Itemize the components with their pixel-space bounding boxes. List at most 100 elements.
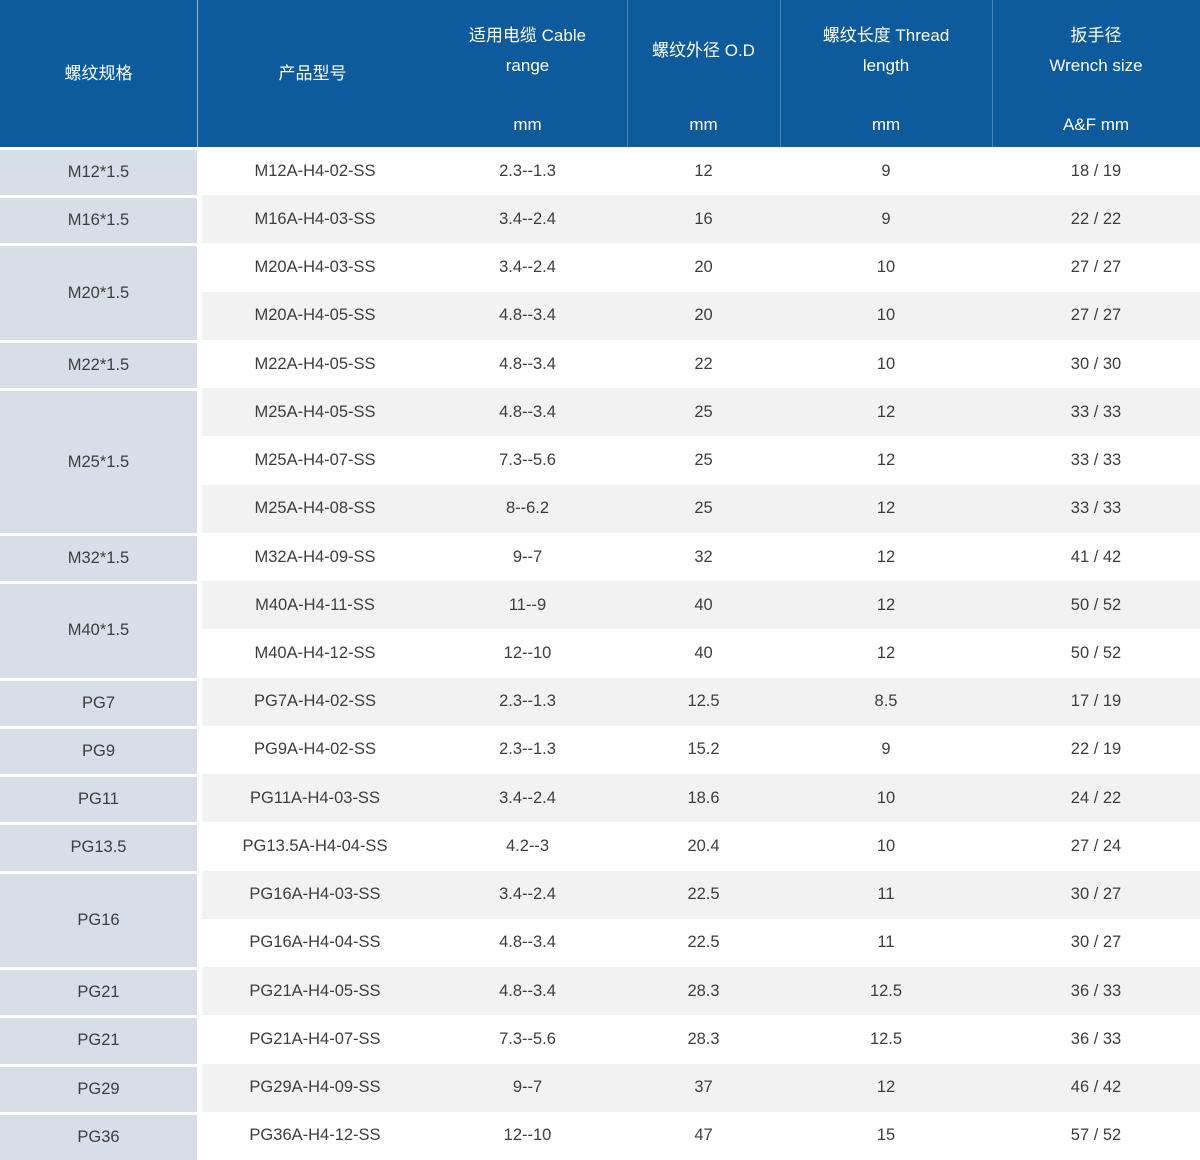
model-cell: PG21A-H4-05-SS xyxy=(249,981,381,1000)
header-label: 适用电缆 Cable range xyxy=(469,0,586,102)
wrench-size-cell: 18 / 19 xyxy=(1070,161,1122,180)
model-cell: M25A-H4-05-SS xyxy=(254,402,376,421)
outer-diameter-cell: 18.6 xyxy=(687,788,720,807)
thread-length-cell: 12.5 xyxy=(869,981,903,1000)
outer-diameter-cell: 20 xyxy=(694,306,713,325)
thread-length-cell: 12 xyxy=(876,595,896,614)
cable-range-cell: 7.3--5.6 xyxy=(499,451,556,470)
model-cell: M40A-H4-12-SS xyxy=(254,643,376,662)
row-stripe xyxy=(202,822,1200,871)
model-cell: PG16A-H4-04-SS xyxy=(249,933,381,952)
row-stripe xyxy=(202,195,1200,244)
wrench-size-cell: 27 / 24 xyxy=(1070,836,1122,855)
row-stripe xyxy=(202,725,1200,775)
outer-diameter-cell: 22 xyxy=(694,354,713,373)
wrench-size-cell: 33 / 33 xyxy=(1070,499,1122,518)
outer-diameter-cell: 47 xyxy=(694,1126,713,1145)
cable-range-cell: 2.3--1.3 xyxy=(499,161,556,180)
header-outer-diameter: 螺纹外径 O.D mm xyxy=(627,0,780,147)
cable-range-cell: 7.3--5.6 xyxy=(499,1029,556,1048)
table-header: 螺纹规格 产品型号 适用电缆 Cable range mm 螺纹外径 O.D m… xyxy=(0,0,1200,147)
model-cell: M22A-H4-05-SS xyxy=(254,354,376,373)
row-stripe xyxy=(202,1063,1200,1112)
row-stripe xyxy=(202,967,1200,1016)
wrench-size-cell: 57 / 52 xyxy=(1070,1126,1122,1145)
header-divider xyxy=(780,0,781,147)
header-label: 螺纹外径 O.D xyxy=(652,0,755,102)
thread-length-cell: 10 xyxy=(876,788,896,807)
header-label-line: 螺纹外径 O.D xyxy=(652,41,755,60)
cable-range-cell: 3.4--2.4 xyxy=(499,885,556,904)
thread-length-cell: 12 xyxy=(876,547,896,566)
wrench-size-cell: 30 / 30 xyxy=(1070,354,1122,373)
model-cell: PG29A-H4-09-SS xyxy=(249,1078,381,1097)
wrench-size-cell: 36 / 33 xyxy=(1070,981,1122,1000)
wrench-size-cell: 27 / 27 xyxy=(1070,258,1122,277)
row-stripe xyxy=(202,629,1200,678)
header-label-line: 适用电缆 Cable xyxy=(468,26,587,45)
header-unit: mm xyxy=(871,114,901,134)
wrench-size-cell: 50 / 52 xyxy=(1070,595,1122,614)
header-thread-length: 螺纹长度 Thread length mm xyxy=(780,0,992,147)
row-stripe xyxy=(202,918,1200,968)
header-cable-range: 适用电缆 Cable range mm xyxy=(428,0,627,147)
spec-cell: PG29 xyxy=(0,1063,197,1112)
spec-cell: M20*1.5 xyxy=(0,243,197,340)
header-label: 扳手径 Wrench size xyxy=(1049,0,1142,102)
outer-diameter-cell: 16 xyxy=(694,209,713,228)
model-cell: M25A-H4-07-SS xyxy=(254,451,376,470)
thread-length-cell: 12 xyxy=(876,402,896,421)
spec-cell: M25*1.5 xyxy=(0,388,197,533)
wrench-size-cell: 41 / 42 xyxy=(1070,547,1122,566)
cable-range-cell: 2.3--1.3 xyxy=(499,692,556,711)
cable-range-cell: 4.8--3.4 xyxy=(499,402,556,421)
spec-cell: M40*1.5 xyxy=(0,581,197,678)
row-stripe xyxy=(202,147,1200,196)
header-label-line: 螺纹长度 Thread xyxy=(822,26,950,45)
wrench-size-cell: 22 / 19 xyxy=(1070,740,1122,759)
header-label-line: 扳手径 xyxy=(1070,26,1122,45)
header-label-line: Wrench size xyxy=(1049,56,1143,75)
model-cell: M20A-H4-03-SS xyxy=(254,258,376,277)
row-stripe xyxy=(202,388,1200,437)
cable-range-cell: 3.4--2.4 xyxy=(499,788,556,807)
outer-diameter-cell: 40 xyxy=(694,643,713,662)
model-cell: M12A-H4-02-SS xyxy=(254,161,376,180)
outer-diameter-cell: 25 xyxy=(694,402,713,421)
header-unit: mm xyxy=(513,114,542,134)
thread-length-cell: 12.5 xyxy=(869,1029,903,1048)
spec-cell: M16*1.5 xyxy=(0,195,197,244)
spec-cell: PG16 xyxy=(0,870,197,968)
cable-range-cell: 4.8--3.4 xyxy=(499,981,556,1000)
thread-length-cell: 15 xyxy=(876,1126,896,1145)
thread-length-cell: 10 xyxy=(876,354,896,373)
thread-length-cell: 10 xyxy=(876,306,896,325)
row-stripe xyxy=(202,1111,1200,1160)
outer-diameter-cell: 22.5 xyxy=(687,885,720,904)
spec-cell: PG9 xyxy=(0,725,197,775)
wrench-size-cell: 36 / 33 xyxy=(1070,1029,1122,1048)
cable-range-cell: 9--7 xyxy=(512,1078,543,1097)
cable-range-cell: 8--6.2 xyxy=(505,499,550,518)
thread-length-cell: 12 xyxy=(876,1078,896,1097)
header-thread-spec: 螺纹规格 xyxy=(0,0,197,147)
thread-length-cell: 10 xyxy=(876,258,896,277)
wrench-size-cell: 17 / 19 xyxy=(1070,692,1122,711)
outer-diameter-cell: 22.5 xyxy=(687,933,720,952)
row-stripe xyxy=(202,1015,1200,1064)
outer-diameter-cell: 25 xyxy=(694,499,713,518)
header-divider xyxy=(992,0,993,147)
thread-length-cell: 11 xyxy=(877,933,895,952)
model-cell: M40A-H4-11-SS xyxy=(255,595,375,614)
model-cell: PG21A-H4-07-SS xyxy=(249,1029,381,1048)
row-stripe xyxy=(202,339,1200,389)
outer-diameter-cell: 25 xyxy=(694,451,713,470)
row-stripe xyxy=(202,581,1200,630)
model-cell: PG7A-H4-02-SS xyxy=(254,692,376,711)
header-unit: mm xyxy=(689,114,718,134)
thread-length-cell: 12 xyxy=(876,499,896,518)
model-cell: PG13.5A-H4-04-SS xyxy=(242,836,388,855)
outer-diameter-cell: 12.5 xyxy=(687,692,720,711)
header-product-model: 产品型号 xyxy=(197,0,428,147)
